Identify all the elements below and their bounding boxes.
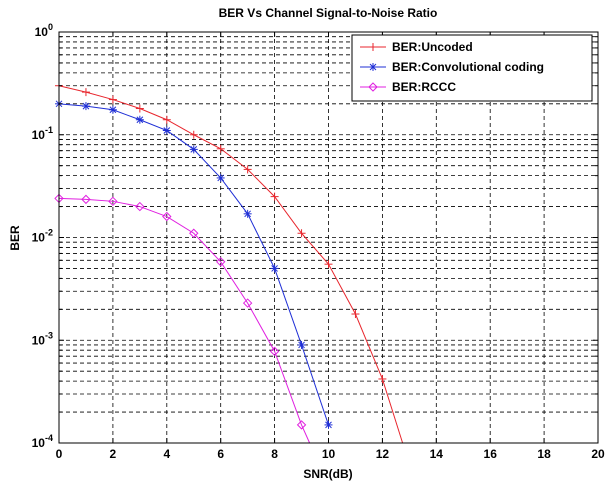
- x-tick-label: 18: [537, 447, 551, 461]
- data-point: [189, 145, 198, 154]
- data-point: [216, 173, 225, 182]
- data-point: [324, 260, 333, 269]
- legend-entry: BER:Convolutional coding: [360, 60, 544, 74]
- x-tick-label: 4: [163, 447, 170, 461]
- y-tick-label: 10-2: [32, 228, 53, 245]
- legend-label: BER:Convolutional coding: [392, 60, 544, 74]
- data-point: [270, 264, 279, 273]
- y-axis-title: BER: [8, 225, 22, 251]
- data-point: [81, 102, 90, 111]
- x-axis-title: SNR(dB): [303, 467, 352, 481]
- y-tick-exponent: -3: [45, 330, 53, 340]
- chart-title: BER Vs Channel Signal-to-Noise Ratio: [219, 6, 438, 20]
- x-tick-label: 12: [376, 447, 390, 461]
- data-point: [135, 201, 145, 212]
- y-tick-base: 10: [32, 436, 46, 450]
- legend-items: BER:Uncoded BER:Convolutional coding BER:R…: [360, 40, 544, 94]
- data-point: [162, 115, 171, 124]
- y-tick-exponent: 0: [48, 22, 53, 32]
- x-tick-labels: 0 2 4 6 8 10 12 14 16 18 20: [56, 447, 605, 461]
- legend-marker: [369, 43, 377, 51]
- data-point: [270, 192, 279, 201]
- data-point: [378, 374, 387, 383]
- y-tick-label: 10-1: [32, 125, 53, 142]
- data-point: [215, 257, 226, 267]
- data-point: [189, 228, 199, 238]
- series-line: [58, 85, 404, 444]
- series-line: [58, 197, 311, 444]
- y-tick-base: 10: [32, 128, 46, 142]
- data-point: [269, 346, 280, 357]
- tick-layer: [58, 32, 599, 443]
- data-point: [162, 211, 172, 222]
- data-point: [297, 229, 306, 238]
- x-tick-label: 16: [484, 447, 498, 461]
- series-layer: [54, 81, 404, 444]
- legend-label: BER:Uncoded: [392, 40, 473, 54]
- series-1: [55, 99, 333, 429]
- x-tick-label: 8: [271, 447, 278, 461]
- y-tick-exponent: -1: [45, 125, 53, 135]
- x-tick-label: 20: [591, 447, 605, 461]
- y-tick-exponent: -4: [45, 433, 53, 443]
- legend-marker: [368, 82, 378, 92]
- x-tick-label: 10: [322, 447, 336, 461]
- legend-entry: BER:RCCC: [360, 80, 456, 94]
- data-point: [297, 340, 306, 349]
- legend-marker: [369, 63, 377, 71]
- y-tick-base: 10: [32, 231, 46, 245]
- data-point: [243, 209, 252, 218]
- x-tick-label: 6: [217, 447, 224, 461]
- legend-label: BER:RCCC: [392, 80, 456, 94]
- x-tick-label: 0: [56, 447, 63, 461]
- data-point: [189, 130, 198, 139]
- data-point: [135, 104, 144, 113]
- legend: BER:Uncoded BER:Convolutional coding BER:R…: [351, 34, 593, 102]
- data-point: [108, 95, 117, 104]
- legend-box: [351, 34, 593, 102]
- data-point: [162, 126, 171, 135]
- x-tick-label: 2: [110, 447, 117, 461]
- y-tick-label: 10-3: [32, 330, 53, 347]
- data-point: [135, 115, 144, 124]
- y-tick-label: 10-4: [32, 433, 53, 450]
- y-tick-base: 10: [32, 333, 46, 347]
- data-point: [216, 144, 225, 153]
- series-0: [55, 81, 404, 444]
- y-tick-base: 10: [35, 25, 49, 39]
- data-point: [108, 196, 118, 207]
- y-tick-exponent: -2: [45, 228, 53, 238]
- data-point: [108, 105, 117, 114]
- data-point: [324, 420, 333, 429]
- data-point: [351, 310, 360, 319]
- data-point: [296, 420, 307, 430]
- data-point: [242, 298, 253, 308]
- data-point: [81, 88, 90, 97]
- y-tick-label: 100: [35, 22, 53, 39]
- data-point: [81, 194, 91, 205]
- data-point: [243, 165, 252, 174]
- x-tick-label: 14: [430, 447, 444, 461]
- legend-entry: BER:Uncoded: [360, 40, 473, 54]
